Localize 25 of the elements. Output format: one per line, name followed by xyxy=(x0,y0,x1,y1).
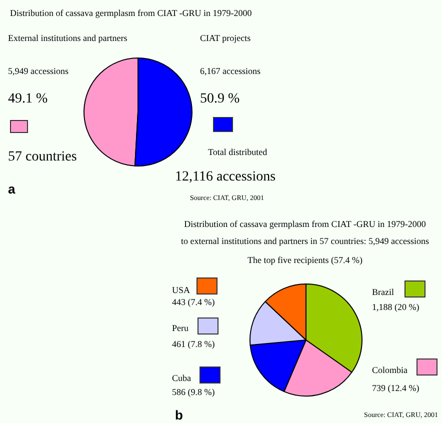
text: 12,116 accessions xyxy=(175,170,276,184)
data-label: 461 (7.8 %) xyxy=(172,339,215,349)
data-label: 586 (9.8 %) xyxy=(172,387,215,397)
data-label: 6,167 accessions xyxy=(200,66,261,76)
legend-label: Brazil xyxy=(372,287,394,297)
chart-title: Distribution of cassava germplasm from CIAT -GRU in 1979-2000 xyxy=(184,219,426,229)
text: b xyxy=(175,408,183,422)
legend-label: Peru xyxy=(172,323,189,333)
slice-label: CIAT projects xyxy=(200,33,252,43)
text: a xyxy=(8,182,16,196)
data-label: 5,949 accessions xyxy=(8,66,69,76)
chart-title: Distribution of cassava germplasm from CIAT -GRU in 1979-2000 xyxy=(10,8,252,18)
text: 57 countries xyxy=(8,150,77,164)
legend-label: USA xyxy=(172,285,191,295)
text: 49.1 % xyxy=(8,92,48,106)
legend-label: Colombia xyxy=(372,365,408,375)
legend-label: Cuba xyxy=(172,373,192,383)
data-label: 443 (7.4 %) xyxy=(172,297,215,307)
chart-subtitle: to external institutions and partners in 57 countries: 5,949 accessions xyxy=(181,236,430,246)
text: The top five recipients (57.4 %) xyxy=(248,255,362,265)
text: 50.9 % xyxy=(200,92,240,106)
data-label: 739 (12.4 %) xyxy=(372,383,420,393)
text: Total distributed xyxy=(208,147,268,157)
data-label: 1,188 (20 %) xyxy=(372,302,420,312)
slice-label: External institutions and partners xyxy=(8,33,128,43)
